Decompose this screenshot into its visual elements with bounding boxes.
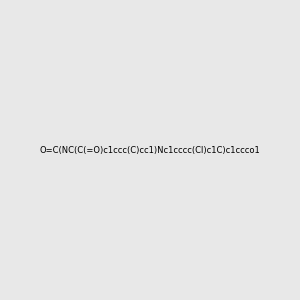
Text: O=C(NC(C(=O)c1ccc(C)cc1)Nc1cccc(Cl)c1C)c1ccco1: O=C(NC(C(=O)c1ccc(C)cc1)Nc1cccc(Cl)c1C)c… [40, 146, 260, 154]
